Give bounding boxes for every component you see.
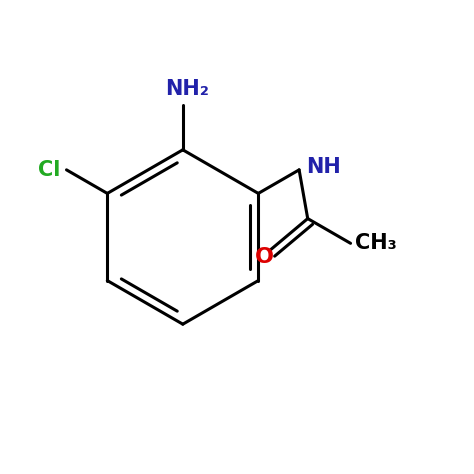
- Text: O: O: [255, 247, 273, 267]
- Text: CH₃: CH₃: [356, 233, 397, 253]
- Text: NH: NH: [306, 157, 341, 177]
- Text: Cl: Cl: [38, 160, 61, 180]
- Text: NH₂: NH₂: [165, 80, 210, 100]
